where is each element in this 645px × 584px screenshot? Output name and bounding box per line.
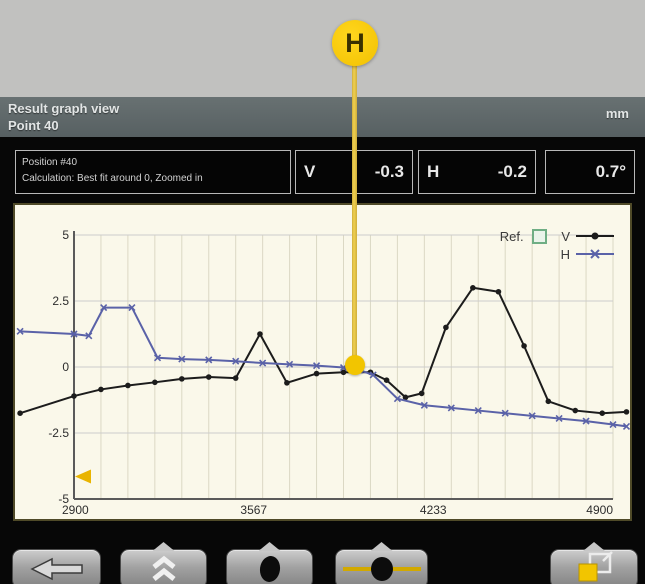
point-subtitle: Point 40 bbox=[8, 118, 59, 133]
result-graph-panel[interactable]: 5 2.5 0 -2.5 -5 2900 3567 4233 4900 Ref. V H bbox=[13, 203, 632, 521]
reports-button[interactable] bbox=[550, 549, 638, 584]
h-readout-label: H bbox=[427, 162, 440, 181]
svg-text:4900: 4900 bbox=[586, 503, 613, 517]
v-readout-label: V bbox=[304, 162, 316, 181]
svg-text:3567: 3567 bbox=[240, 503, 267, 517]
cursor-line[interactable] bbox=[352, 60, 358, 365]
laser-level-button[interactable] bbox=[335, 549, 428, 584]
h-series-sample-icon bbox=[576, 249, 614, 259]
position-label: Position #40 bbox=[22, 157, 78, 168]
cursor-balloon[interactable]: H bbox=[331, 20, 378, 66]
svg-text:-5: -5 bbox=[58, 492, 69, 506]
collapse-menu-button[interactable] bbox=[120, 549, 207, 584]
svg-text:4233: 4233 bbox=[420, 503, 447, 517]
measure-point-button[interactable] bbox=[226, 549, 313, 584]
v-readout-value: -0.3 bbox=[374, 162, 404, 181]
svg-text:0: 0 bbox=[62, 360, 69, 374]
legend-v-label: V bbox=[561, 228, 570, 244]
layered-pages-icon bbox=[578, 551, 613, 582]
calculation-label: Calculation: Best fit around 0, Zoomed i… bbox=[22, 173, 203, 184]
arrow-left-icon bbox=[29, 557, 83, 581]
black-dot-icon bbox=[259, 556, 280, 582]
svg-text:2.5: 2.5 bbox=[52, 294, 69, 308]
header-bar: Result graph view Point 40 mm bbox=[0, 97, 645, 137]
cursor-balloon-label: H bbox=[345, 28, 365, 58]
legend-ref-label: Ref. bbox=[499, 229, 524, 244]
unit-label: mm bbox=[605, 106, 629, 121]
view-title: Result graph view bbox=[8, 101, 120, 116]
measurement-info-box: Position #40 Calculation: Best fit aroun… bbox=[15, 150, 291, 194]
double-chevron-up-icon bbox=[151, 555, 176, 581]
svg-text:2900: 2900 bbox=[62, 503, 89, 517]
legend-h-label: H bbox=[560, 246, 570, 262]
chart-legend: Ref. V H bbox=[500, 227, 616, 263]
laser-dot-on-line-icon bbox=[342, 557, 421, 581]
legend-item-h: H bbox=[561, 245, 616, 263]
v-series-sample-icon bbox=[576, 232, 614, 240]
svg-text:-2.5: -2.5 bbox=[48, 426, 69, 440]
page-title: Result graph view Point 40 bbox=[8, 100, 119, 134]
angle-readout-value: 0.7° bbox=[595, 162, 626, 181]
h-readout-box: H -0.2 bbox=[418, 150, 536, 194]
back-button[interactable] bbox=[12, 549, 101, 584]
h-readout-value: -0.2 bbox=[497, 162, 527, 181]
cursor-point-marker[interactable] bbox=[344, 355, 365, 375]
reference-point-icon bbox=[531, 229, 547, 244]
svg-text:5: 5 bbox=[62, 228, 69, 242]
angle-readout-box: 0.7° bbox=[545, 150, 635, 194]
legend-item-v: V bbox=[561, 227, 616, 245]
